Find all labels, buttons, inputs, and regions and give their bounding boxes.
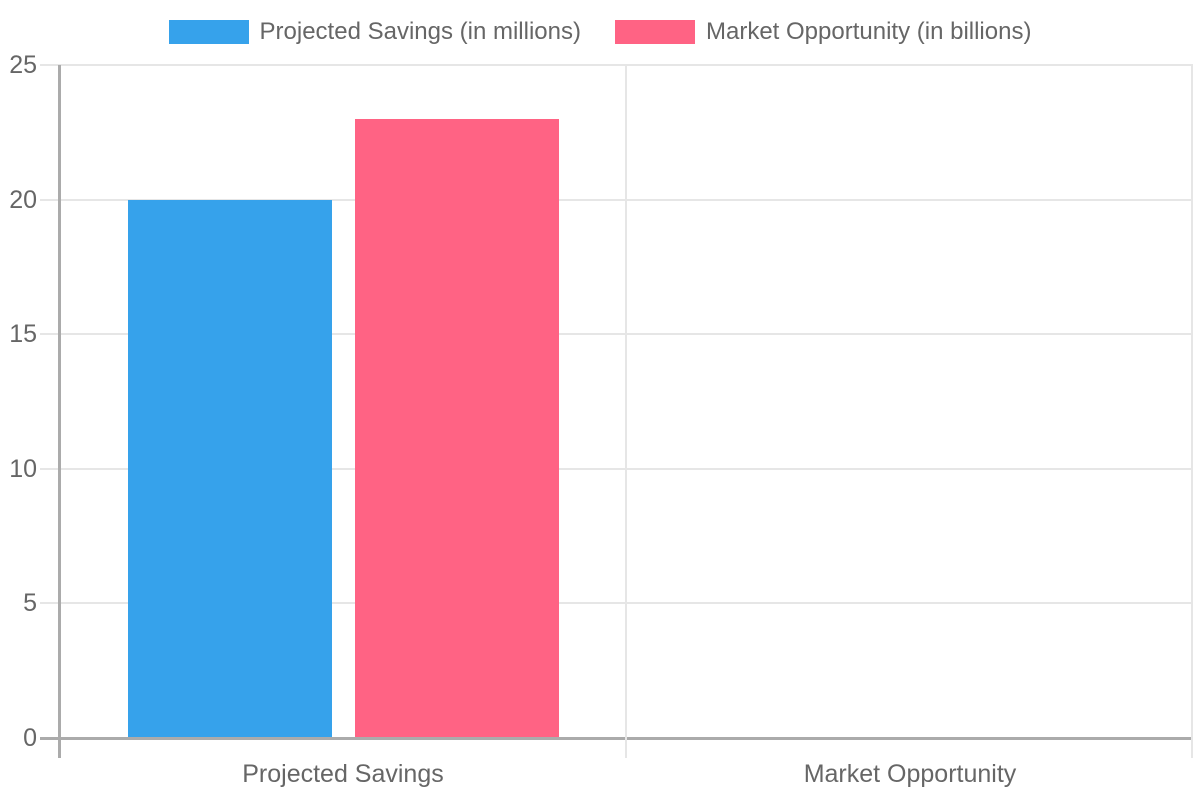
gridline <box>40 467 1193 470</box>
gridline <box>1191 65 1193 758</box>
y-axis-tick-label: 10 <box>9 454 37 483</box>
gridline <box>40 198 1193 201</box>
bar-projected-savings-in-millions[interactable] <box>128 200 332 737</box>
gridline <box>40 333 1193 336</box>
gridline <box>624 65 627 758</box>
legend-swatch-blue-icon <box>168 20 249 44</box>
legend-label: Projected Savings (in millions) <box>259 18 581 45</box>
y-axis-tick-label: 5 <box>23 589 37 618</box>
gridline <box>40 602 1193 605</box>
y-axis-tick-label: 25 <box>9 51 37 79</box>
legend-item-market-opportunity[interactable]: Market Opportunity (in billions) <box>615 18 1031 46</box>
chart-legend: Projected Savings (in millions) Market O… <box>0 17 1200 47</box>
gridline <box>40 64 1193 66</box>
x-axis-category-label: Projected Savings <box>242 760 444 788</box>
y-axis-line <box>58 65 61 758</box>
legend-item-projected-savings[interactable]: Projected Savings (in millions) <box>168 18 581 46</box>
bar-market-opportunity-in-billions[interactable] <box>355 119 559 737</box>
x-axis-category-label: Market Opportunity <box>803 760 1017 788</box>
y-axis-tick-label: 20 <box>9 185 37 214</box>
y-axis-tick-label: 15 <box>9 320 37 349</box>
y-axis-tick-label: 0 <box>23 724 37 752</box>
legend-swatch-pink-icon <box>615 20 695 44</box>
legend-label: Market Opportunity (in billions) <box>706 18 1032 45</box>
x-axis-line <box>40 737 1193 740</box>
